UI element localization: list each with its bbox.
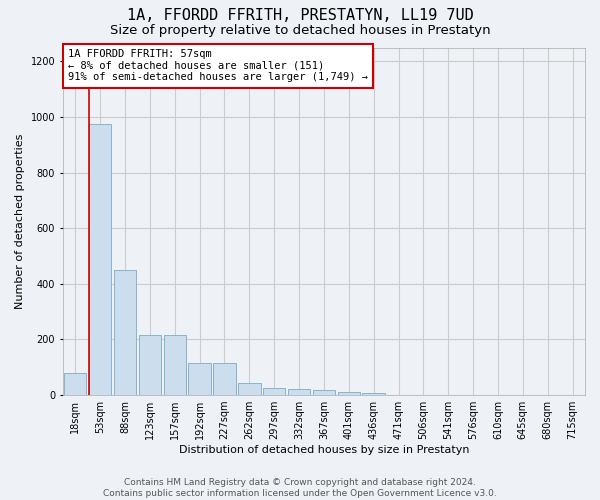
Text: Size of property relative to detached houses in Prestatyn: Size of property relative to detached ho… [110, 24, 490, 37]
Bar [213, 363, 236, 395]
Bar [362, 393, 385, 395]
Bar [139, 336, 161, 395]
X-axis label: Distribution of detached houses by size in Prestatyn: Distribution of detached houses by size … [179, 445, 469, 455]
Bar [164, 336, 186, 395]
Bar [288, 389, 310, 395]
Bar [338, 392, 360, 395]
Bar [188, 363, 211, 395]
Bar [313, 390, 335, 395]
Bar [238, 382, 260, 395]
Bar [114, 270, 136, 395]
Bar [89, 124, 112, 395]
Y-axis label: Number of detached properties: Number of detached properties [15, 134, 25, 309]
Bar [64, 373, 86, 395]
Text: 1A FFORDD FFRITH: 57sqm
← 8% of detached houses are smaller (151)
91% of semi-de: 1A FFORDD FFRITH: 57sqm ← 8% of detached… [68, 49, 368, 82]
Text: 1A, FFORDD FFRITH, PRESTATYN, LL19 7UD: 1A, FFORDD FFRITH, PRESTATYN, LL19 7UD [127, 8, 473, 22]
Text: Contains HM Land Registry data © Crown copyright and database right 2024.
Contai: Contains HM Land Registry data © Crown c… [103, 478, 497, 498]
Bar [263, 388, 286, 395]
